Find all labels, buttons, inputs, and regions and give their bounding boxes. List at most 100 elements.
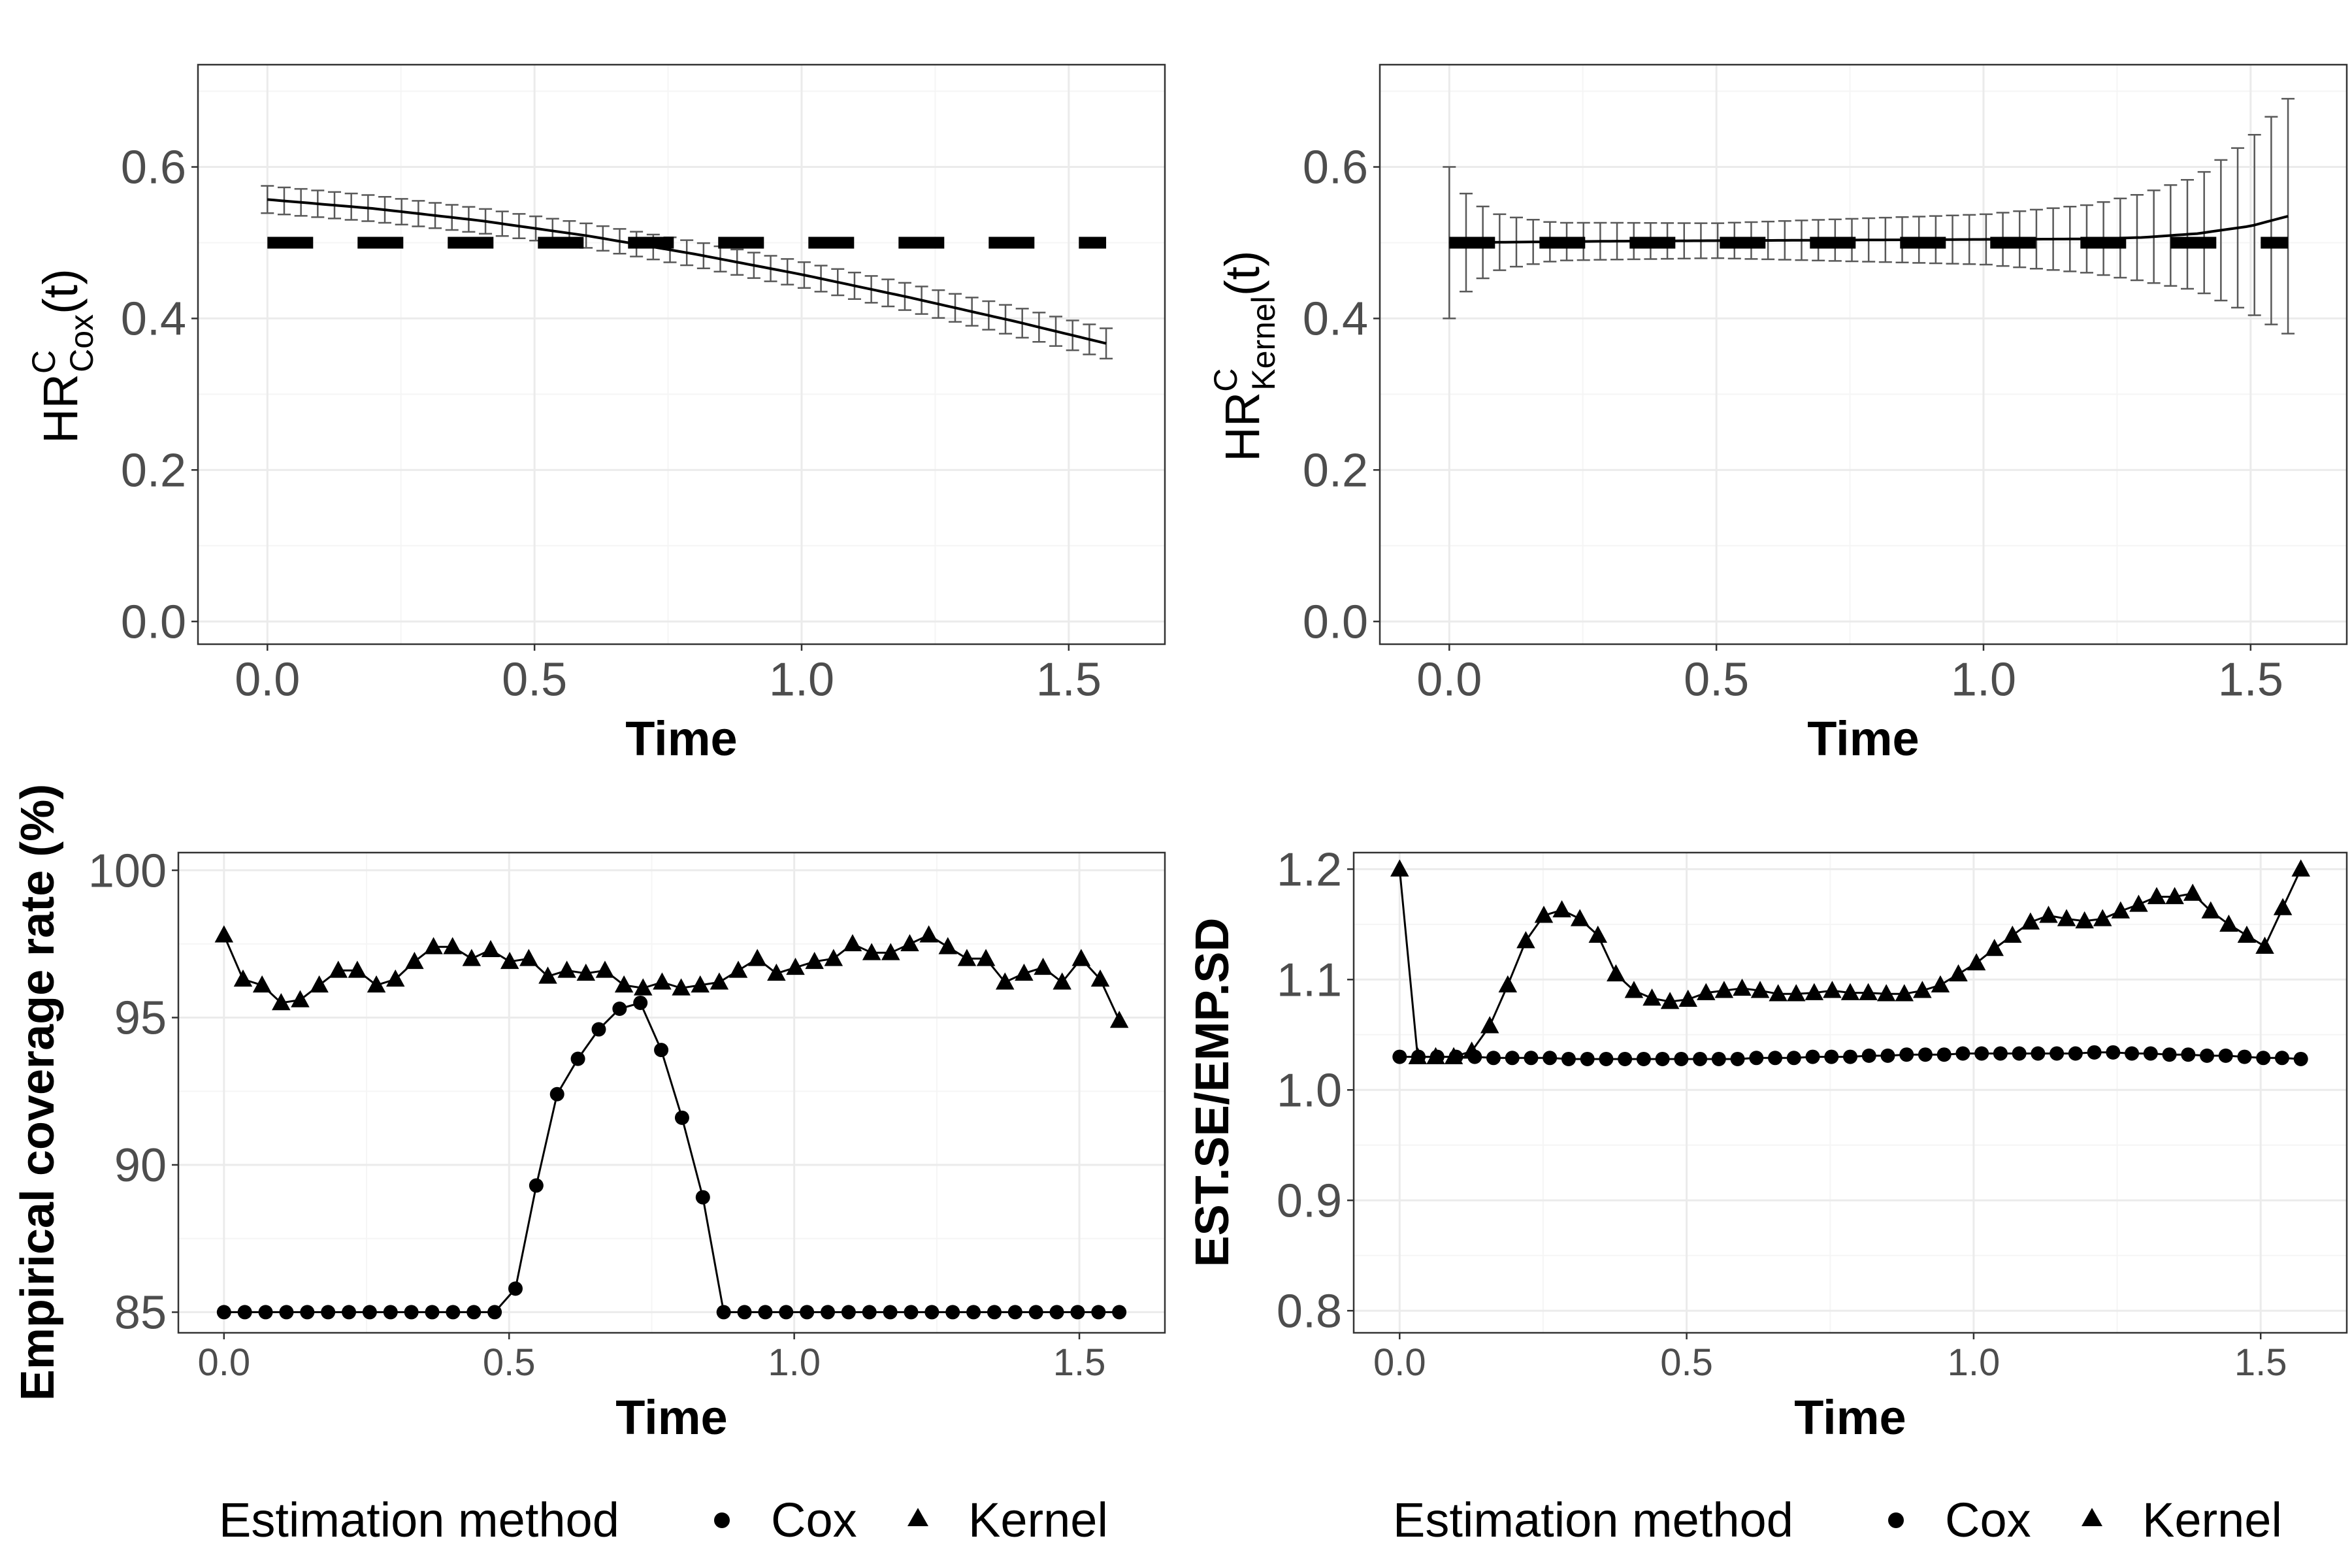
data-point-kernel: [2291, 859, 2310, 877]
data-point-cox: [1936, 1047, 1952, 1062]
data-point-kernel: [595, 960, 615, 978]
x-tick-label: 1.5: [2218, 653, 2283, 706]
data-point-kernel: [1876, 984, 1896, 1002]
x-tick-label: 1.0: [1948, 1341, 2001, 1384]
data-point-kernel: [1071, 949, 1091, 966]
data-point-kernel: [519, 949, 538, 966]
data-point-kernel: [710, 972, 729, 990]
data-point-kernel: [1588, 925, 1608, 943]
data-point-kernel: [2003, 925, 2022, 943]
x-tick-label: 1.0: [1951, 653, 2016, 706]
data-point-cox: [2106, 1045, 2121, 1060]
x-tick-label: 0.5: [1660, 1341, 1713, 1384]
data-point-kernel: [1034, 957, 1053, 975]
y-tick-label: 0.9: [1277, 1175, 1342, 1227]
data-point-kernel: [805, 951, 824, 970]
data-point-kernel: [233, 969, 253, 987]
legend-kernel-label: Kernel: [968, 1493, 1108, 1547]
data-point-kernel: [1552, 900, 1571, 918]
data-point-kernel: [672, 978, 691, 996]
y-axis-title-suffix: (t): [33, 269, 88, 314]
data-point-kernel: [310, 975, 329, 993]
data-point-cox: [1505, 1051, 1520, 1066]
data-point-cox: [425, 1305, 440, 1320]
legend-kernel-marker: [907, 1508, 928, 1526]
data-point-kernel: [367, 975, 386, 993]
data-point-kernel: [614, 975, 634, 993]
data-point-cox: [2125, 1046, 2140, 1061]
data-point-kernel: [214, 925, 234, 943]
y-axis-title-sup: C: [1207, 368, 1244, 392]
panel-grid: [178, 853, 1165, 1333]
data-point-cox: [779, 1305, 794, 1320]
data-point-cox: [1580, 1051, 1595, 1066]
y-tick-label: 0.6: [121, 142, 186, 194]
data-point-cox: [758, 1305, 773, 1320]
data-point-kernel: [1931, 975, 1950, 993]
y-tick-label: 85: [114, 1287, 167, 1339]
data-point-kernel: [405, 951, 424, 970]
data-point-kernel: [2093, 909, 2112, 926]
data-point-cox: [1599, 1051, 1614, 1066]
data-point-kernel: [1678, 989, 1697, 1007]
data-point-cox: [924, 1305, 939, 1320]
data-point-kernel: [728, 960, 748, 978]
panel-axes: 0.0 0.5 1.0 1.5 0.0 0.2 0.4 0.6: [1303, 142, 2283, 706]
data-point-kernel: [1444, 1047, 1463, 1064]
y-tick-label: 100: [88, 845, 167, 897]
data-point-cox: [800, 1305, 815, 1320]
data-point-cox: [1392, 1049, 1407, 1064]
x-tick-label: 0.5: [483, 1341, 536, 1384]
data-point-kernel: [843, 934, 862, 952]
data-point-kernel: [653, 972, 672, 990]
data-point-kernel: [1660, 992, 1680, 1009]
data-point-kernel: [1624, 981, 1644, 998]
data-point-cox: [570, 1051, 585, 1066]
data-point-cox: [1880, 1048, 1895, 1063]
data-point-cox: [737, 1305, 752, 1320]
data-point-kernel: [2201, 901, 2221, 919]
y-tick-label: 0.0: [121, 596, 186, 648]
y-tick-label: 0.2: [121, 445, 186, 497]
data-point-kernel: [1967, 953, 1986, 971]
data-point-kernel: [557, 960, 576, 978]
data-point-kernel: [1895, 984, 1914, 1002]
data-point-cox: [862, 1305, 877, 1320]
x-axis-title: Time: [625, 711, 737, 766]
panel-border: [197, 63, 1166, 645]
legend-cox-label: Cox: [771, 1493, 857, 1547]
data-point-kernel: [2183, 883, 2202, 901]
panel-axes: 0.0 0.5 1.0 1.5 0.8 0.9 1.0 1.1 1.2: [1277, 844, 2287, 1384]
x-tick-label: 0.0: [198, 1341, 251, 1384]
panel-data: [261, 185, 1113, 360]
data-point-cox: [2143, 1046, 2158, 1061]
data-point-kernel: [2255, 936, 2274, 954]
data-point-kernel: [862, 943, 881, 960]
panel-grid: [198, 65, 1165, 644]
x-tick-label: 0.5: [1684, 653, 1749, 706]
data-point-cox: [654, 1043, 669, 1058]
data-point-cox: [1768, 1051, 1783, 1066]
data-point-kernel: [767, 963, 786, 981]
data-point-cox: [966, 1305, 981, 1320]
data-point-cox: [1786, 1051, 1801, 1066]
data-point-kernel: [1714, 981, 1734, 998]
panel-border: [177, 851, 1166, 1334]
data-point-cox: [1636, 1051, 1651, 1066]
data-point-kernel: [1480, 1016, 1499, 1034]
data-point-cox: [1918, 1047, 1933, 1062]
panel-grid: [1354, 853, 2347, 1333]
x-axis-title: Time: [1794, 1390, 1906, 1445]
data-point-kernel: [1859, 983, 1878, 1000]
data-point-kernel: [2075, 911, 2094, 929]
estimate-line: [1449, 214, 2289, 244]
panel-border: [1379, 63, 2348, 645]
data-point-cox: [1543, 1051, 1558, 1066]
panel-background: [1380, 65, 2347, 644]
data-point-cox: [1824, 1049, 1839, 1064]
data-point-kernel: [1109, 1011, 1129, 1028]
data-point-kernel: [824, 949, 843, 966]
legend-title: Estimation method: [1393, 1493, 1793, 1547]
data-point-cox: [1070, 1305, 1085, 1320]
data-point-cox: [695, 1190, 710, 1205]
